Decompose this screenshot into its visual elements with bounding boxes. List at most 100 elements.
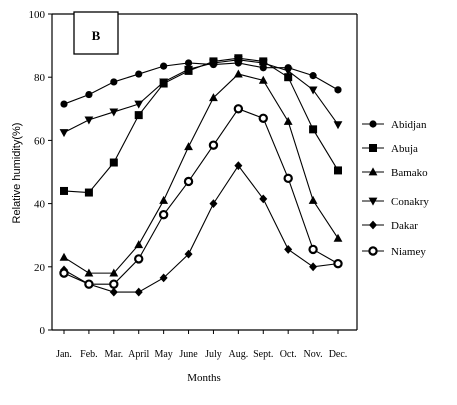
series-niamey bbox=[59, 104, 343, 289]
legend-item-abuja: Abuja bbox=[362, 143, 418, 155]
point-bamako bbox=[333, 233, 343, 242]
panel-label-frame bbox=[73, 11, 119, 55]
series-line-conakry bbox=[63, 59, 339, 133]
y-tick-label: 80 bbox=[34, 72, 46, 84]
legend-item-conakry: Conakry bbox=[362, 196, 429, 208]
point-conakry bbox=[209, 59, 218, 68]
point-conakry bbox=[308, 86, 318, 95]
series-line-abuja bbox=[63, 57, 339, 194]
point-abidjan bbox=[85, 90, 93, 99]
legend-item-abidjan: Abidjan bbox=[362, 119, 427, 131]
point-conakry bbox=[184, 65, 193, 74]
point-niamey bbox=[283, 173, 293, 184]
point-dakar bbox=[159, 273, 168, 283]
x-tick-label: July bbox=[205, 349, 222, 360]
point-abidjan bbox=[309, 72, 317, 80]
x-tick-label: June bbox=[179, 349, 198, 360]
series-group bbox=[59, 54, 343, 297]
point-bamako bbox=[184, 142, 193, 151]
point-dakar bbox=[234, 161, 243, 171]
point-niamey bbox=[333, 258, 343, 269]
x-tick-label: May bbox=[154, 349, 172, 360]
x-tick-label: Mar. bbox=[105, 349, 124, 360]
x-tick-label: Oct. bbox=[280, 349, 297, 360]
point-niamey bbox=[258, 113, 268, 123]
y-tick-label: 100 bbox=[29, 9, 46, 21]
point-bamako bbox=[308, 195, 318, 204]
point-abidjan bbox=[60, 100, 68, 108]
point-bamako bbox=[258, 75, 268, 84]
y-tick-label: 20 bbox=[34, 262, 46, 274]
point-bamako bbox=[59, 252, 69, 261]
point-dakar bbox=[184, 249, 193, 259]
legend: Abidjan Abuja Bamako Conakry Dakar Niamey bbox=[362, 119, 429, 258]
point-abidjan bbox=[160, 62, 168, 70]
point-bamako bbox=[159, 195, 169, 204]
point-conakry bbox=[134, 100, 144, 109]
point-abuja bbox=[60, 186, 68, 195]
point-abuja bbox=[334, 166, 342, 175]
point-conakry bbox=[283, 67, 293, 76]
series-bamako bbox=[59, 69, 343, 277]
point-niamey bbox=[109, 279, 119, 289]
point-bamako bbox=[134, 240, 144, 249]
point-abidjan bbox=[135, 70, 143, 78]
legend-label-abuja: Abuja bbox=[391, 143, 418, 155]
series-line-dakar bbox=[63, 164, 339, 293]
x-tick-label: Aug. bbox=[228, 349, 248, 360]
point-dakar bbox=[134, 287, 143, 297]
point-dakar bbox=[284, 245, 293, 254]
point-dakar bbox=[109, 287, 118, 297]
legend-marker-niamey bbox=[368, 246, 378, 256]
point-abuja bbox=[284, 73, 293, 82]
point-dakar bbox=[259, 194, 268, 204]
point-conakry bbox=[333, 121, 343, 130]
point-bamako bbox=[84, 268, 94, 277]
point-niamey bbox=[134, 254, 144, 264]
point-bamako bbox=[109, 268, 119, 277]
series-line-niamey bbox=[63, 108, 339, 285]
point-dakar bbox=[309, 262, 318, 272]
x-tick-label: April bbox=[128, 349, 149, 360]
legend-marker-abuja bbox=[369, 144, 377, 152]
point-conakry bbox=[159, 78, 169, 87]
panel-label: B bbox=[92, 28, 101, 43]
x-tick-label: Dec. bbox=[329, 349, 348, 360]
legend-marker-bamako bbox=[368, 167, 378, 176]
point-niamey bbox=[59, 268, 69, 278]
x-tick-label: Sept. bbox=[253, 349, 273, 360]
y-tick-label: 60 bbox=[34, 135, 46, 147]
point-abidjan bbox=[259, 64, 267, 72]
x-axis-title: Months bbox=[187, 372, 221, 384]
y-tick-label: 0 bbox=[40, 325, 46, 337]
point-abidjan bbox=[334, 86, 342, 94]
legend-item-bamako: Bamako bbox=[362, 167, 428, 179]
legend-label-dakar: Dakar bbox=[391, 220, 418, 232]
point-abuja bbox=[309, 125, 318, 134]
point-abidjan bbox=[110, 78, 118, 86]
legend-label-bamako: Bamako bbox=[391, 167, 428, 179]
y-tick-label: 40 bbox=[34, 199, 46, 211]
point-conakry bbox=[59, 129, 69, 138]
point-conakry bbox=[233, 56, 243, 65]
legend-label-niamey: Niamey bbox=[391, 246, 426, 258]
x-tick-label: Nov. bbox=[304, 349, 323, 360]
legend-marker-abidjan bbox=[369, 120, 377, 128]
point-abuja bbox=[84, 188, 93, 197]
point-niamey bbox=[208, 140, 219, 150]
legend-label-conakry: Conakry bbox=[391, 196, 429, 208]
legend-marker-dakar bbox=[369, 220, 377, 230]
point-dakar bbox=[209, 199, 218, 208]
point-abuja bbox=[134, 111, 143, 120]
series-conakry bbox=[59, 56, 343, 138]
series-line-bamako bbox=[63, 73, 339, 274]
legend-marker-conakry bbox=[368, 197, 378, 206]
point-conakry bbox=[109, 108, 119, 117]
point-niamey bbox=[183, 176, 194, 187]
series-line-abidjan bbox=[63, 62, 339, 105]
point-conakry bbox=[84, 116, 94, 125]
point-niamey bbox=[84, 279, 94, 289]
y-axis-title: Relative humidity(%) bbox=[11, 123, 23, 224]
